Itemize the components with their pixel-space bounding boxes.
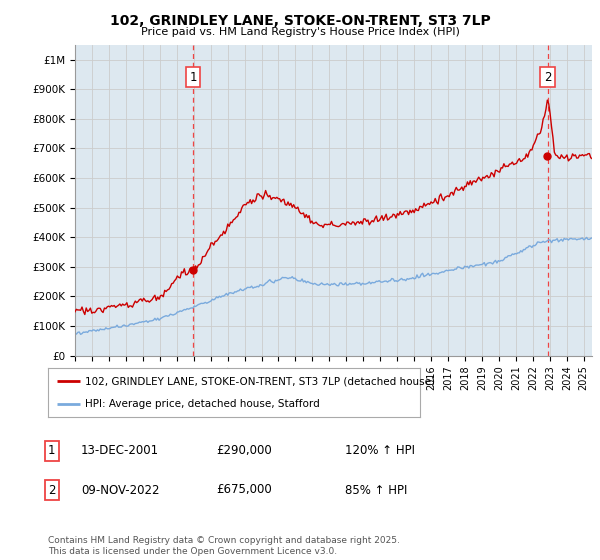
Text: 120% ↑ HPI: 120% ↑ HPI [345, 444, 415, 458]
Text: 102, GRINDLEY LANE, STOKE-ON-TRENT, ST3 7LP (detached house): 102, GRINDLEY LANE, STOKE-ON-TRENT, ST3 … [85, 376, 435, 386]
Text: HPI: Average price, detached house, Stafford: HPI: Average price, detached house, Staf… [85, 399, 320, 409]
Text: Contains HM Land Registry data © Crown copyright and database right 2025.
This d: Contains HM Land Registry data © Crown c… [48, 536, 400, 556]
Text: 2: 2 [48, 483, 56, 497]
Text: 102, GRINDLEY LANE, STOKE-ON-TRENT, ST3 7LP: 102, GRINDLEY LANE, STOKE-ON-TRENT, ST3 … [110, 14, 490, 28]
Text: 2: 2 [544, 71, 551, 84]
Text: £290,000: £290,000 [216, 444, 272, 458]
Text: 13-DEC-2001: 13-DEC-2001 [81, 444, 159, 458]
Text: Price paid vs. HM Land Registry's House Price Index (HPI): Price paid vs. HM Land Registry's House … [140, 27, 460, 37]
Text: 09-NOV-2022: 09-NOV-2022 [81, 483, 160, 497]
Text: 1: 1 [48, 444, 56, 458]
Text: 85% ↑ HPI: 85% ↑ HPI [345, 483, 407, 497]
Text: £675,000: £675,000 [216, 483, 272, 497]
Text: 1: 1 [189, 71, 197, 84]
